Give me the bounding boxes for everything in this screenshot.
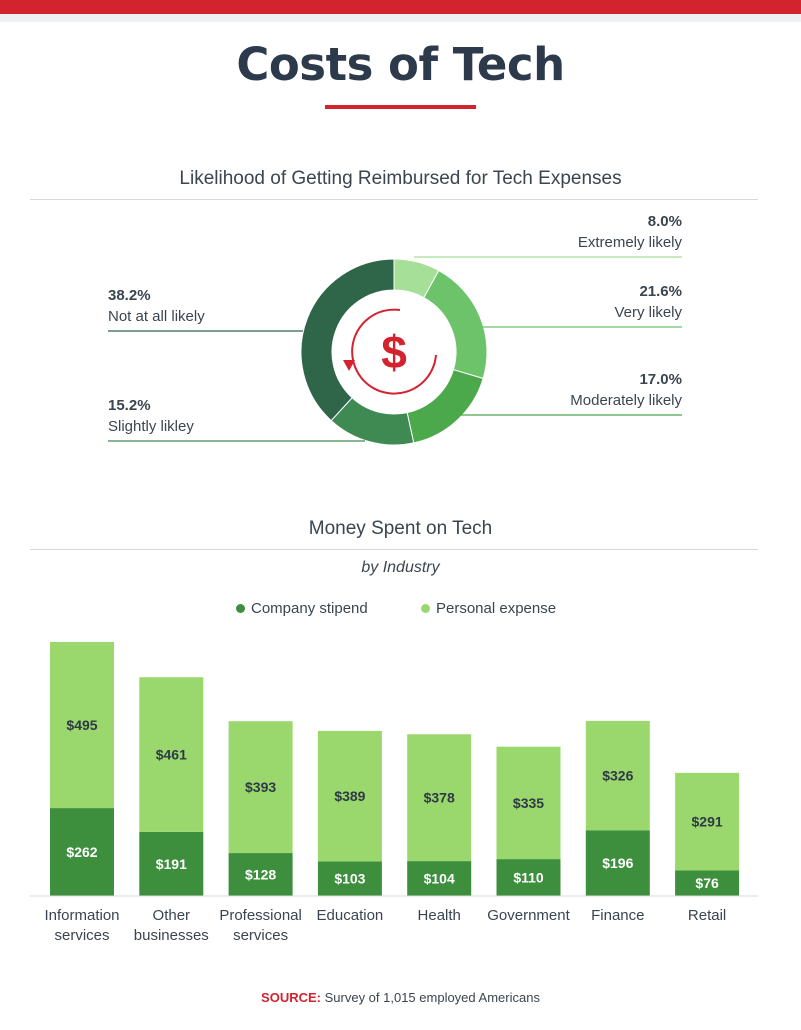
bar-company-stipend-government	[496, 859, 561, 896]
bar-company-stipend-education	[317, 861, 382, 896]
money-spent-bar-chart: $262 $495 $191 $461 $128 $393 $103 $389 $104 $378…	[30, 642, 758, 944]
bar-value-label-personal-expense-retail: $291	[692, 814, 723, 830]
bar-personal-expense-finance	[585, 720, 650, 831]
pie-chart-title: Likelihood of Getting Reimbursed for Tec…	[179, 168, 622, 189]
bar-value-label-personal-expense-health: $378	[424, 790, 455, 806]
bar-company-stipend-finance	[585, 830, 650, 896]
bar-title-rule	[30, 549, 758, 550]
bar-personal-expense-information-services	[50, 642, 114, 809]
pie-slice-moderately-likely	[406, 369, 484, 444]
pie-label-moderately-likely: 17.0% Moderately likely	[482, 369, 682, 411]
category-label-other-businesses: Other businesses	[134, 907, 209, 944]
top-red-band	[0, 0, 801, 14]
bar-personal-expense-professional-services	[228, 721, 293, 854]
top-grey-band	[0, 14, 801, 22]
bar-company-stipend-professional-services	[228, 853, 293, 896]
pie-slice-not-at-all-likely	[300, 258, 395, 422]
pie-pct-moderately-likely: 17.0%	[639, 371, 682, 388]
pie-name-moderately-likely: Moderately likely	[570, 392, 682, 409]
category-label-government: Government	[487, 907, 570, 924]
pie-label-extremely-likely: 8.0% Extremely likely	[482, 211, 682, 253]
title-underline	[325, 105, 476, 109]
svg-text:$: $	[381, 326, 407, 378]
bar-value-label-personal-expense-other-businesses: $461	[156, 747, 187, 763]
pie-label-slightly-likely: 15.2% Slightly likley	[108, 395, 308, 437]
pie-pct-very-likely: 21.6%	[639, 283, 682, 300]
bar-value-label-company-stipend-health: $104	[424, 871, 455, 887]
category-label-professional-services: Professional services	[219, 907, 302, 944]
bar-value-label-company-stipend-information-services: $262	[66, 844, 97, 860]
bar-company-stipend-information-services	[50, 808, 114, 896]
pie-name-very-likely: Very likely	[614, 304, 682, 321]
bar-value-label-company-stipend-retail: $76	[695, 875, 719, 891]
category-label-finance: Finance	[591, 907, 644, 924]
bar-personal-expense-education	[317, 730, 382, 862]
bar-personal-expense-other-businesses	[139, 677, 204, 832]
bar-personal-expense-retail	[675, 772, 740, 871]
pie-pct-not-at-all-likely: 38.2%	[108, 287, 151, 304]
pie-title-rule	[30, 199, 758, 200]
bar-value-label-company-stipend-finance: $196	[602, 855, 633, 871]
dollar-cycle-icon: $	[343, 308, 437, 395]
pie-pct-extremely-likely: 8.0%	[647, 213, 682, 230]
pie-slice-very-likely	[423, 269, 488, 380]
category-label-information-services: Information services	[44, 907, 119, 944]
bar-company-stipend-health	[407, 861, 472, 896]
category-label-retail: Retail	[688, 907, 726, 924]
bar-value-label-company-stipend-education: $103	[334, 871, 365, 887]
pie-name-slightly-likely: Slightly likley	[108, 418, 194, 435]
bar-company-stipend-retail	[675, 870, 740, 896]
reimbursement-donut-chart: $	[108, 256, 682, 446]
category-label-health: Health	[418, 907, 461, 924]
bar-value-label-company-stipend-professional-services: $128	[245, 867, 276, 883]
page-title: Costs of Tech	[236, 38, 565, 91]
bar-value-label-personal-expense-government: $335	[513, 795, 544, 811]
source-note: SOURCE: Survey of 1,015 employed America…	[0, 990, 801, 1005]
pie-name-extremely-likely: Extremely likely	[577, 234, 682, 251]
bar-value-label-company-stipend-government: $110	[513, 870, 544, 886]
bar-value-label-company-stipend-other-businesses: $191	[156, 856, 187, 872]
legend-company-stipend: Company stipend	[236, 600, 368, 617]
bar-chart-subtitle: by Industry	[361, 559, 440, 576]
bar-value-label-personal-expense-finance: $326	[602, 768, 633, 784]
bar-personal-expense-government	[496, 746, 561, 860]
source-label: SOURCE:	[261, 990, 321, 1005]
bar-value-label-personal-expense-education: $389	[334, 788, 365, 804]
source-text: Survey of 1,015 employed Americans	[324, 990, 540, 1005]
pie-pct-slightly-likely: 15.2%	[108, 397, 151, 414]
bar-value-label-personal-expense-information-services: $495	[66, 717, 97, 733]
bar-value-label-personal-expense-professional-services: $393	[245, 779, 276, 795]
pie-label-very-likely: 21.6% Very likely	[482, 281, 682, 323]
category-label-education: Education	[317, 907, 384, 924]
pie-label-not-at-all-likely: 38.2% Not at all likely	[108, 285, 308, 327]
legend-dot-company-stipend	[236, 604, 245, 613]
legend-personal-expense: Personal expense	[421, 600, 556, 617]
pie-name-not-at-all-likely: Not at all likely	[108, 308, 205, 325]
legend-label-company-stipend: Company stipend	[251, 600, 368, 617]
bar-company-stipend-other-businesses	[139, 831, 204, 896]
bar-chart-title: Money Spent on Tech	[308, 518, 493, 539]
bar-personal-expense-health	[407, 734, 472, 862]
legend-label-personal-expense: Personal expense	[436, 600, 557, 617]
legend-dot-personal-expense	[421, 604, 430, 613]
